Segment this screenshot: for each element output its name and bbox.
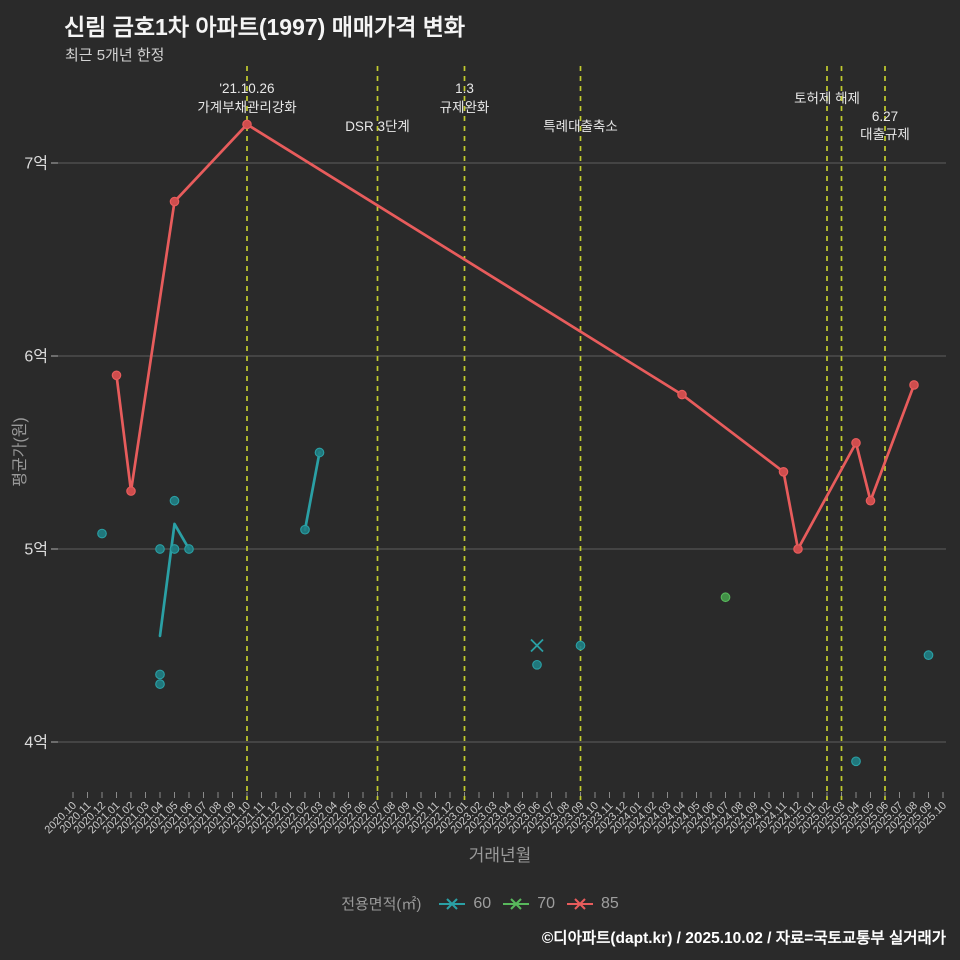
y-axis-title: 평균가(원)	[12, 417, 29, 487]
series-85-marker	[111, 370, 122, 381]
series-85-marker	[778, 466, 789, 477]
series-60-x-marker	[530, 638, 544, 653]
series-60-point	[155, 544, 165, 554]
series-60-line	[303, 451, 321, 532]
x-axis-title: 거래년월	[468, 846, 532, 865]
event-label: 특례대출축소	[543, 119, 618, 134]
legend-marker-icon	[439, 897, 466, 910]
event-label: 대출규제	[860, 127, 910, 142]
series-85-marker	[865, 495, 876, 506]
series-60-point	[155, 679, 165, 689]
series-60-line	[158, 522, 191, 638]
series-85-marker	[242, 119, 252, 130]
legend-title: 전용면적(㎡)	[341, 896, 422, 913]
event-label: 토허제 해제	[794, 91, 860, 106]
legend-label: 85	[601, 894, 619, 912]
series-60-point	[97, 528, 107, 539]
y-tick-label: 6억	[24, 348, 48, 366]
y-tick-label: 7억	[24, 155, 48, 173]
event-label: 가계부채관리강화	[197, 100, 296, 115]
legend: 전용면적(㎡) 60 70 85	[0, 893, 960, 914]
series-60-point	[155, 669, 165, 680]
event-label: '21.10.26	[219, 81, 274, 96]
series-85-marker	[793, 544, 803, 554]
series-85-marker	[851, 438, 861, 448]
series-60-point	[169, 495, 180, 506]
event-label: 규제완화	[440, 100, 490, 115]
legend-marker-icon	[567, 897, 593, 910]
series-85-marker	[677, 389, 687, 400]
series-60-point	[532, 659, 542, 670]
chart-subtitle: 최근 5개년 한정	[65, 47, 165, 64]
event-label: DSR 3단계	[345, 119, 410, 134]
legend-item-70: 70	[501, 895, 555, 913]
y-tick-label: 5억	[24, 541, 48, 559]
event-label: 6.27	[872, 109, 898, 124]
series-85-marker	[126, 486, 136, 496]
series-60-point	[923, 650, 934, 661]
legend-label: 70	[537, 894, 555, 912]
credit-line: ©디아파트(dapt.kr) / 2025.10.02 / 자료=국토교통부 실…	[541, 930, 946, 947]
legend-item-60: 60	[437, 895, 491, 913]
series-85-marker	[169, 196, 180, 207]
y-tick-label: 4억	[24, 734, 48, 752]
series-60-point	[575, 640, 586, 651]
series-60-point	[314, 447, 325, 458]
series-60-point	[184, 544, 194, 554]
legend-label: 60	[473, 894, 492, 912]
legend-marker-icon	[503, 897, 530, 910]
series-85-line	[115, 123, 916, 551]
series-60-point	[851, 756, 861, 767]
chart-title: 신림 금호1차 아파트(1997) 매매가격 변화	[64, 14, 466, 40]
legend-item-85: 85	[565, 895, 619, 913]
series-60-point	[300, 524, 310, 535]
series-85-marker	[909, 380, 919, 390]
series-60-point	[169, 544, 180, 554]
event-label: 1.3	[455, 81, 474, 96]
series-70-point	[720, 592, 731, 603]
